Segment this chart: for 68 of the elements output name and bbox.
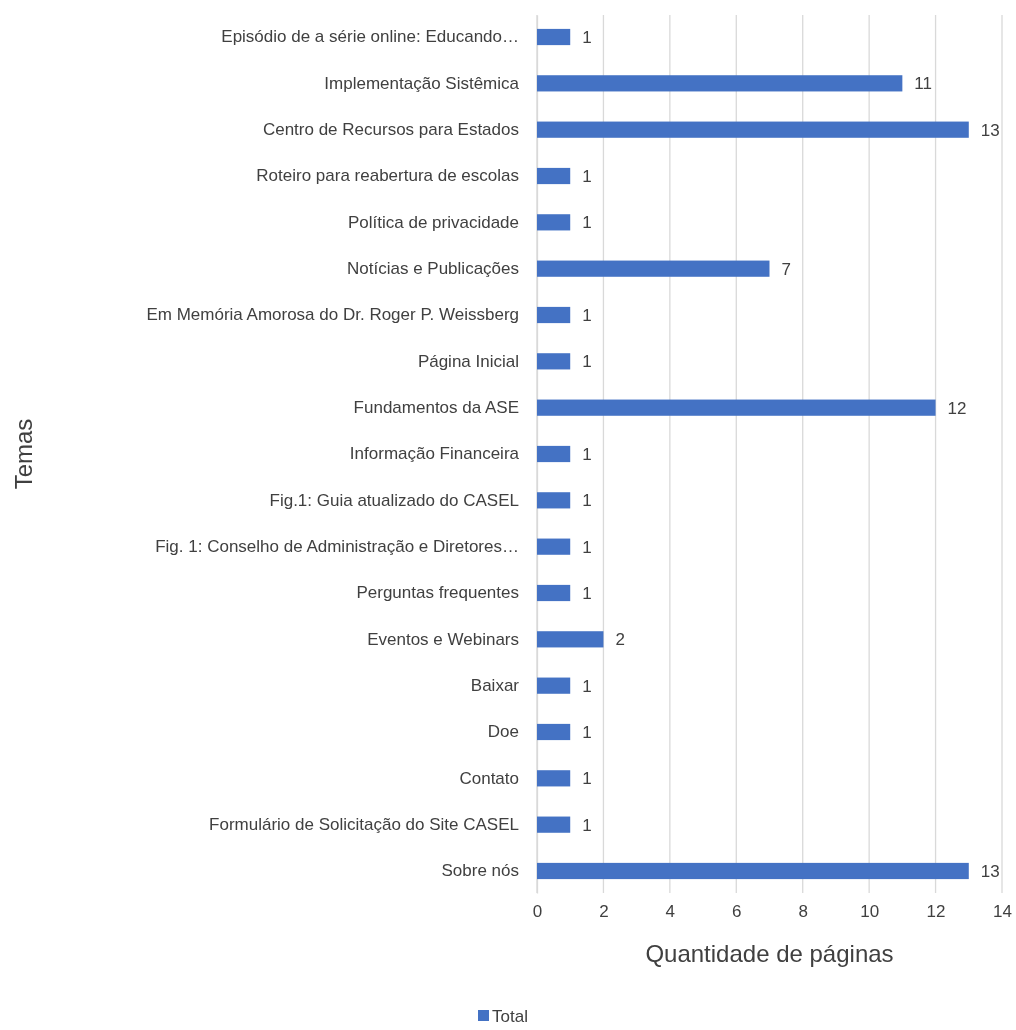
- y-tick-label: Página Inicial: [417, 351, 519, 371]
- data-label: 1: [582, 28, 592, 48]
- data-label: 1: [582, 352, 592, 372]
- data-label: 1: [582, 676, 592, 696]
- y-tick-label: Informação Financeira: [349, 444, 520, 464]
- x-tick-label: 12: [926, 902, 946, 922]
- x-tick-label: 10: [860, 902, 880, 922]
- bar: [537, 445, 571, 463]
- y-tick-label: Perguntas frequentes: [356, 583, 519, 603]
- data-label: 11: [914, 74, 933, 94]
- legend-label: Total: [492, 1007, 528, 1026]
- data-label: 1: [582, 445, 592, 464]
- bar: [537, 770, 571, 787]
- bar: [537, 631, 604, 648]
- data-label: 1: [582, 213, 592, 233]
- y-tick-label: Centro de Recursos para Estados: [262, 120, 519, 140]
- data-label: 1: [582, 167, 592, 187]
- x-tick-label: 6: [732, 902, 742, 922]
- bar: [537, 677, 571, 694]
- bar: [537, 75, 903, 92]
- data-label: 1: [582, 815, 592, 835]
- x-tick-label: 2: [599, 902, 609, 922]
- y-tick-label: Eventos e Webinars: [367, 629, 519, 649]
- bar: [537, 214, 571, 231]
- bar: [537, 399, 936, 416]
- bar: [537, 584, 571, 602]
- y-tick-label: Fundamentos da ASE: [353, 398, 519, 418]
- y-tick-label: Política de privacidade: [347, 212, 519, 232]
- data-label: 13: [980, 861, 1000, 881]
- y-tick-label: Contato: [459, 768, 519, 788]
- data-label: 1: [582, 769, 592, 789]
- y-tick-label: Roteiro para reabertura de escolas: [256, 166, 519, 186]
- data-label: 13: [980, 120, 1000, 140]
- y-tick-label: Em Memória Amorosa do Dr. Roger P. Weissberg: [146, 305, 519, 325]
- bar: [537, 121, 969, 138]
- x-axis-title: Quantidade de páginas: [645, 940, 894, 967]
- bar: [537, 538, 571, 555]
- y-tick-label: Sobre nós: [441, 861, 519, 881]
- data-label: 7: [781, 259, 791, 279]
- x-tick-label: 0: [532, 902, 543, 922]
- y-tick-label: Formulário de Solicitação do Site CASEL: [209, 815, 519, 835]
- data-label: 2: [615, 630, 625, 650]
- bar: [537, 353, 571, 370]
- y-axis-title: Temas: [10, 418, 37, 490]
- bar: [537, 28, 571, 46]
- y-tick-label: Baixar: [470, 676, 520, 696]
- bar: [537, 306, 571, 324]
- bar: [537, 723, 571, 741]
- data-label: 1: [582, 491, 592, 511]
- bar: [537, 260, 770, 277]
- data-label: 1: [582, 306, 592, 325]
- x-tick-label: 4: [665, 902, 676, 922]
- bar: [537, 816, 571, 833]
- bar: [537, 492, 571, 509]
- data-label: 12: [947, 398, 967, 418]
- x-tick-label: 14: [993, 902, 1012, 922]
- data-label: 1: [582, 537, 592, 557]
- data-label: 1: [582, 584, 592, 603]
- bar: [537, 862, 969, 880]
- y-tick-label: Fig. 1: Conselho de Administração e Diretores…: [155, 537, 519, 557]
- y-tick-label: Fig.1: Guia atualizado do CASEL: [269, 490, 519, 510]
- y-tick-label: Doe: [487, 722, 519, 742]
- x-tick-label: 8: [798, 902, 808, 922]
- bar: [537, 167, 571, 185]
- y-tick-label: Notícias e Publicações: [347, 259, 519, 279]
- y-tick-label: Episódio de a série online: Educando…: [221, 27, 519, 47]
- y-tick-label: Implementação Sistêmica: [324, 73, 520, 93]
- data-label: 1: [582, 722, 592, 742]
